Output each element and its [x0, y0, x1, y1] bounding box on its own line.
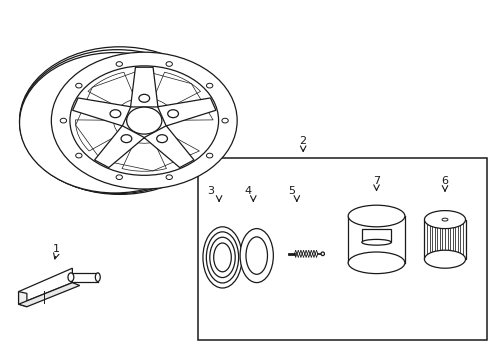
Ellipse shape — [206, 83, 212, 88]
Ellipse shape — [424, 250, 465, 268]
Ellipse shape — [167, 110, 178, 118]
Circle shape — [20, 53, 210, 193]
Polygon shape — [130, 67, 158, 107]
Polygon shape — [157, 98, 216, 126]
Ellipse shape — [240, 229, 273, 283]
Ellipse shape — [222, 118, 228, 123]
Ellipse shape — [347, 205, 404, 227]
Ellipse shape — [166, 62, 172, 66]
Text: 2: 2 — [299, 136, 306, 146]
Ellipse shape — [68, 273, 74, 282]
Ellipse shape — [95, 273, 100, 282]
Text: 1: 1 — [53, 244, 60, 254]
Bar — [361, 229, 390, 242]
Ellipse shape — [320, 252, 324, 256]
Circle shape — [70, 66, 218, 175]
Polygon shape — [19, 283, 80, 307]
Bar — [424, 220, 465, 259]
Ellipse shape — [116, 175, 122, 180]
Circle shape — [20, 47, 220, 194]
Ellipse shape — [139, 94, 149, 102]
Ellipse shape — [245, 237, 267, 274]
Ellipse shape — [76, 83, 82, 88]
Text: 6: 6 — [441, 176, 447, 186]
Ellipse shape — [110, 110, 121, 118]
Ellipse shape — [166, 175, 172, 180]
Polygon shape — [144, 126, 194, 167]
Ellipse shape — [206, 153, 212, 158]
Ellipse shape — [116, 62, 122, 66]
Ellipse shape — [361, 239, 390, 245]
Circle shape — [20, 50, 215, 194]
Ellipse shape — [121, 135, 132, 143]
Ellipse shape — [156, 135, 167, 143]
Ellipse shape — [209, 237, 235, 278]
Ellipse shape — [126, 107, 162, 134]
Text: 4: 4 — [244, 186, 251, 197]
Ellipse shape — [213, 243, 231, 272]
Bar — [198, 158, 486, 340]
Ellipse shape — [206, 232, 238, 283]
Ellipse shape — [347, 252, 404, 274]
Polygon shape — [72, 98, 131, 126]
Ellipse shape — [76, 153, 82, 158]
Text: 5: 5 — [288, 186, 295, 197]
Ellipse shape — [60, 118, 66, 123]
Ellipse shape — [424, 211, 465, 229]
Polygon shape — [94, 126, 144, 167]
Polygon shape — [19, 292, 27, 307]
Polygon shape — [19, 268, 72, 304]
Ellipse shape — [203, 227, 242, 288]
Circle shape — [51, 52, 237, 189]
Ellipse shape — [441, 218, 447, 221]
Text: 3: 3 — [206, 186, 213, 197]
Text: 7: 7 — [372, 176, 379, 186]
